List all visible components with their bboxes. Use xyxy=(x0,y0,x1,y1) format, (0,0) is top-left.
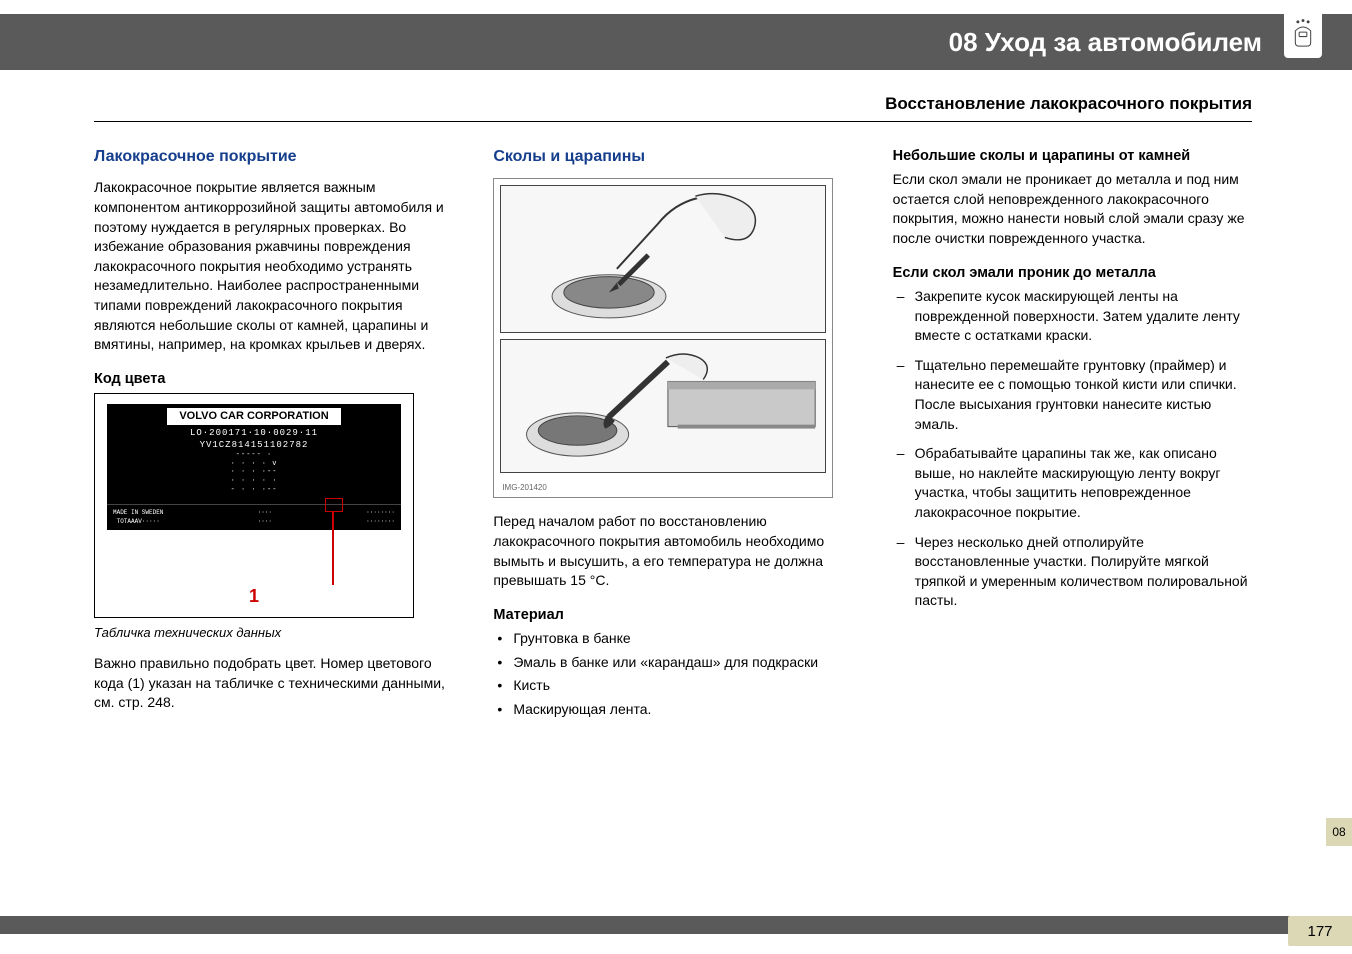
col3-subheading: Если скол эмали проник до металла xyxy=(893,263,1252,283)
plate-callout-number: 1 xyxy=(95,584,413,609)
data-plate-figure: VOLVO CAR CORPORATION LO·200171·10·0029·… xyxy=(94,393,414,618)
col3-heading: Небольшие сколы и царапины от камней xyxy=(893,146,1252,166)
content-grid: Лакокрасочное покрытие Лакокрасочное пок… xyxy=(94,146,1252,894)
repair-illustration: IMG-201420 xyxy=(493,178,833,498)
col3-paragraph-1: Если скол эмали не проникает до металла … xyxy=(893,170,1252,248)
chapter-side-tab: 08 xyxy=(1326,818,1352,846)
column-3: Небольшие сколы и царапины от камней Есл… xyxy=(893,146,1252,894)
plate-line2: YV1CZ814151102782 xyxy=(107,440,401,451)
page-number: 177 xyxy=(1288,916,1352,946)
column-2: Сколы и царапины xyxy=(493,146,852,894)
col1-paragraph-1: Лакокрасочное покрытие является важным к… xyxy=(94,178,453,354)
column-1: Лакокрасочное покрытие Лакокрасочное пок… xyxy=(94,146,453,894)
list-item: Кисть xyxy=(493,676,852,696)
col1-paragraph-2: Важно правильно подобрать цвет. Номер цв… xyxy=(94,654,453,713)
footer-band xyxy=(0,916,1352,934)
materials-list: Грунтовка в банке Эмаль в банке или «кар… xyxy=(493,629,852,719)
plate-corp: VOLVO CAR CORPORATION xyxy=(167,408,340,425)
list-item: Закрепите кусок маскирующей ленты на пов… xyxy=(893,287,1252,346)
list-item: Через несколько дней отполируйте восстан… xyxy=(893,533,1252,611)
header-band: 08 Уход за автомобилем xyxy=(0,14,1352,70)
col1-subheading: Код цвета xyxy=(94,369,453,389)
col2-subheading: Материал xyxy=(493,605,852,625)
col2-heading: Сколы и царапины xyxy=(493,146,852,168)
plate-brand: VOLVO xyxy=(107,532,401,545)
illustration-id: IMG-201420 xyxy=(502,482,546,493)
plate-caption: Табличка технических данных xyxy=(94,624,453,642)
section-title: Восстановление лакокрасочного покрытия xyxy=(94,92,1252,122)
plate-callout-box xyxy=(325,498,343,512)
list-item: Маскирующая лента. xyxy=(493,700,852,720)
list-item: Эмаль в банке или «карандаш» для подкрас… xyxy=(493,653,852,673)
col1-heading: Лакокрасочное покрытие xyxy=(94,146,453,168)
plate-small: ----- ·· · · · v· · · ·--· · · · ·- · · … xyxy=(107,451,401,495)
chapter-title: 08 Уход за автомобилем xyxy=(949,24,1262,60)
plate-line1: LO·200171·10·0029·11 xyxy=(107,428,401,439)
carwash-icon xyxy=(1284,10,1322,58)
list-item: Обрабатывайте царапины так же, как описа… xyxy=(893,444,1252,522)
list-item: Тщательно перемешайте грунтовку (праймер… xyxy=(893,356,1252,434)
list-item: Грунтовка в банке xyxy=(493,629,852,649)
plate-callout-line xyxy=(332,511,334,585)
col2-paragraph-1: Перед началом работ по восстановлению ла… xyxy=(493,512,852,590)
steps-list: Закрепите кусок маскирующей ленты на пов… xyxy=(893,287,1252,611)
